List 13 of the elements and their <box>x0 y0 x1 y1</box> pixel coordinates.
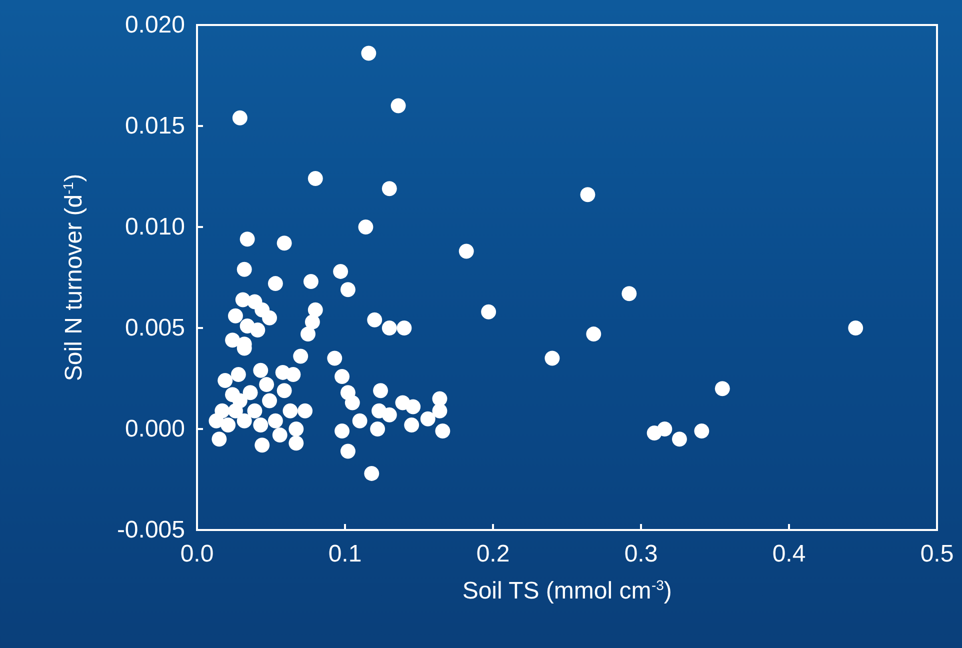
x-tick-label: 0.3 <box>624 540 658 568</box>
y-tick-label: -0.005 <box>116 516 185 544</box>
y-axis-title: Soil N turnover (d-1) <box>60 174 88 382</box>
x-tick-label: 0.0 <box>180 540 214 568</box>
x-tick-label: 0.4 <box>772 540 806 568</box>
x-tick-label: 0.2 <box>476 540 510 568</box>
y-tick-label: 0.000 <box>124 416 185 442</box>
y-tick-label: 0.015 <box>124 112 185 140</box>
y-tick-label: 0.005 <box>124 314 185 342</box>
x-tick-label: 0.5 <box>920 540 954 568</box>
y-tick-label: 0.010 <box>124 214 185 240</box>
x-tick-label: 0.1 <box>328 540 362 568</box>
y-tick-label: 0.020 <box>124 12 185 38</box>
